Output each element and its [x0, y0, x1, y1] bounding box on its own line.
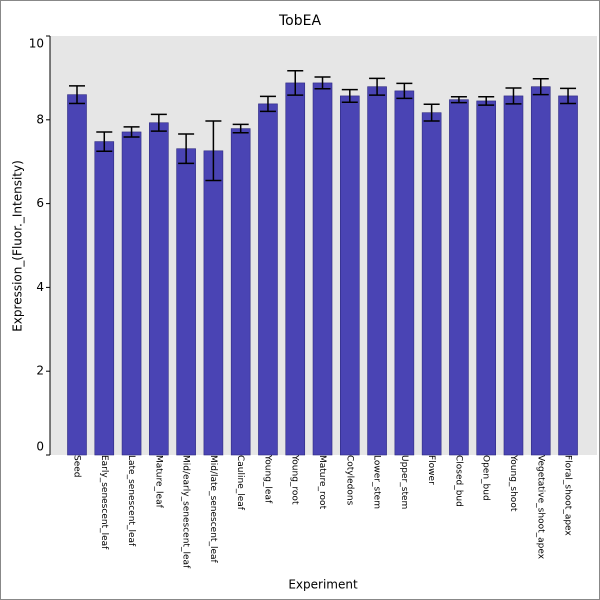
x-tick-label: Vegetative_shoot_apex	[535, 455, 545, 560]
y-tick-label: 0	[36, 440, 44, 454]
x-tick-label: Mature_root	[317, 455, 327, 510]
error-bar	[450, 96, 467, 104]
x-tick-label: Floral_shoot_apex	[563, 455, 573, 536]
bar	[367, 86, 387, 456]
x-tick-label: Mid/early_senescent_leaf	[181, 455, 191, 569]
x-tick-label: Mid/late_senescent_leaf	[208, 455, 218, 564]
error-bar	[232, 123, 249, 134]
x-tick-label: Cotyledons	[344, 455, 354, 506]
x-tick-label: Late_senescent_leaf	[126, 455, 136, 547]
error-bar	[341, 88, 358, 103]
y-tick-label: 8	[36, 112, 44, 126]
error-bar	[150, 113, 167, 132]
y-tick-label: 10	[29, 37, 44, 51]
bar	[176, 148, 196, 456]
error-bar	[532, 77, 549, 96]
error-bar	[369, 77, 386, 96]
error-bar	[287, 70, 304, 96]
bar	[476, 100, 497, 456]
x-tick-label: Upper_stem	[399, 455, 409, 509]
bar	[230, 128, 251, 456]
bar	[503, 95, 524, 456]
bar	[312, 82, 333, 456]
y-tick-label: 4	[36, 280, 44, 294]
bar	[421, 112, 442, 456]
y-tick-label: 2	[36, 364, 44, 378]
bar	[94, 141, 115, 456]
bar	[149, 122, 169, 456]
error-bar	[505, 87, 522, 105]
y-axis-label: Expression_(Fluor._Intensity)	[11, 160, 25, 332]
error-bar	[178, 133, 195, 165]
error-bar	[560, 87, 577, 105]
bar	[203, 150, 224, 456]
x-tick-label: Early_senescent_leaf	[99, 455, 109, 550]
x-tick-label: Young_root	[290, 454, 300, 505]
x-tick-label: Open_bud	[481, 455, 491, 501]
bar	[558, 95, 578, 456]
x-tick-label: Closed_bud	[453, 455, 463, 507]
x-tick-label: Young_shoot	[508, 454, 518, 512]
x-tick-label: Mature_leaf	[153, 455, 163, 509]
error-bar	[478, 96, 495, 106]
x-axis-label: Experiment	[288, 578, 358, 592]
error-bar	[314, 76, 331, 90]
bar	[339, 95, 360, 456]
x-tick-label: Cauline_leaf	[235, 455, 245, 511]
y-tick-label: 6	[36, 196, 44, 210]
error-bar	[205, 120, 222, 182]
x-tick-label: Young_leaf	[262, 454, 272, 504]
bar	[449, 99, 469, 456]
error-bar	[259, 95, 276, 113]
error-bar	[396, 82, 413, 100]
x-tick-label: Seed	[72, 455, 82, 478]
chart-title: TobEA	[278, 13, 321, 29]
error-bar	[69, 85, 85, 105]
error-bar	[123, 126, 140, 138]
bar	[258, 103, 278, 456]
error-bar	[96, 131, 113, 152]
bar	[67, 94, 87, 456]
x-tick-label: Lower_stem	[372, 455, 382, 509]
bar	[394, 90, 415, 456]
error-bar	[423, 103, 440, 122]
bar	[285, 82, 306, 456]
x-tick-label: Flower	[426, 455, 436, 485]
bar	[530, 86, 551, 456]
bar	[121, 131, 142, 456]
